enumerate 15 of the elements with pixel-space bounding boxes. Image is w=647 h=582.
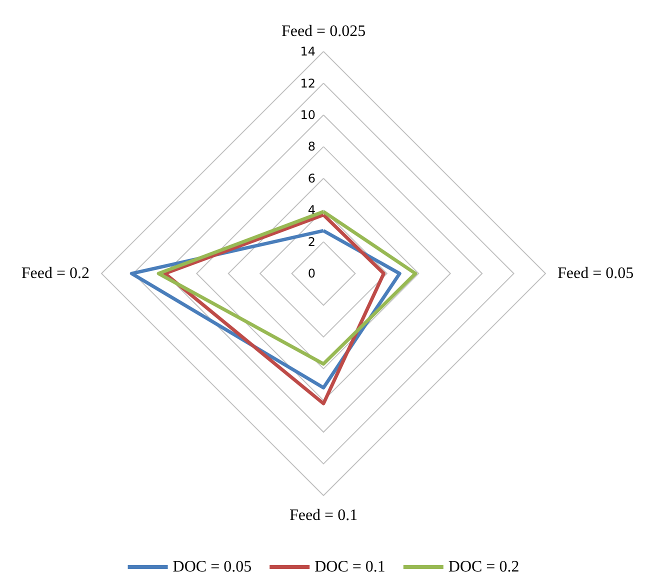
spoke-label: Feed = 0.1 — [289, 507, 358, 524]
legend-label: DOC = 0.1 — [314, 558, 386, 576]
y-tick-label: 4 — [308, 203, 316, 218]
spoke-label: Feed = 0.2 — [21, 265, 90, 282]
y-tick-label: 12 — [300, 76, 316, 90]
spoke-label: Feed = 0.05 — [558, 265, 634, 282]
legend-label: DOC = 0.05 — [172, 558, 252, 576]
y-tick-label: 14 — [300, 44, 316, 59]
y-tick-label: 6 — [308, 171, 316, 186]
legend-label: DOC = 0.2 — [448, 558, 520, 576]
y-tick-label: 2 — [308, 234, 316, 249]
spoke-label: Feed = 0.025 — [281, 23, 366, 40]
y-tick-label: 8 — [308, 140, 316, 154]
y-tick-label: 10 — [300, 108, 316, 122]
y-tick-label: 0 — [308, 266, 316, 281]
